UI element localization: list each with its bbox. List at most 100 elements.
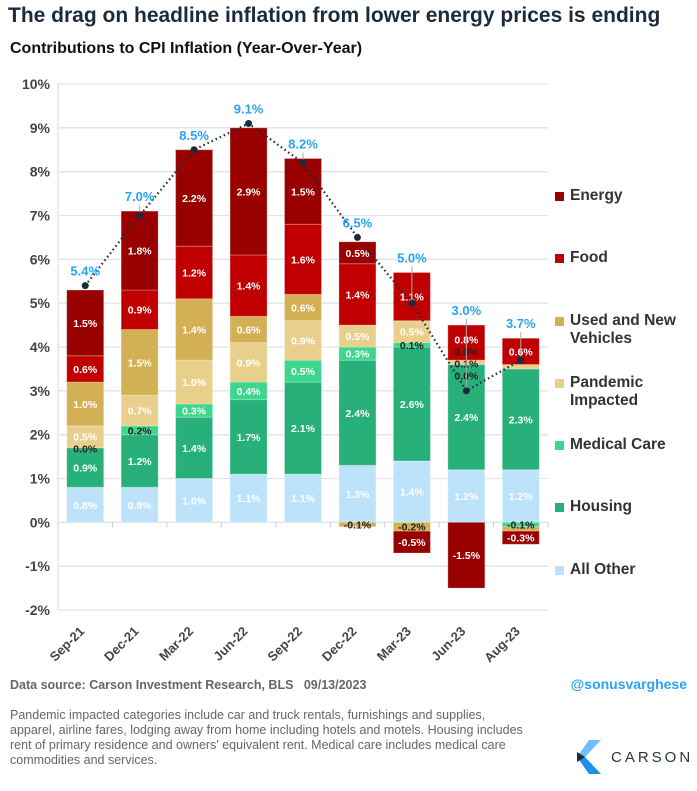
bar-segment-used-and-new-vehicles xyxy=(338,521,377,528)
y-tick-label: 1% xyxy=(30,471,51,487)
x-tick-label: Sep-21 xyxy=(47,624,88,665)
x-tick-label: Dec-21 xyxy=(101,624,142,665)
y-tick-label: 0% xyxy=(30,514,51,530)
bar-data-label: 1.5% xyxy=(291,186,316,198)
bar-data-label: 1.4% xyxy=(182,324,207,336)
legend-swatch xyxy=(555,317,564,326)
bar-segment-energy xyxy=(501,530,540,545)
bar-segment-energy xyxy=(229,127,268,256)
headline-cpi-point xyxy=(353,233,361,241)
legend-swatch xyxy=(555,503,564,512)
bar-data-label: 1.1% xyxy=(291,493,316,505)
y-tick-label: 8% xyxy=(30,164,51,180)
bar-data-label: 0.7% xyxy=(128,406,153,418)
bar-data-label: 1.4% xyxy=(345,289,370,301)
x-tick-label: Jun-22 xyxy=(210,624,250,664)
headline-cpi-point xyxy=(190,146,198,154)
bar-data-label: 2.2% xyxy=(182,193,207,205)
bar-data-label: 1.2% xyxy=(128,456,153,468)
bar-data-label: 0.3% xyxy=(182,406,207,418)
bar-segment-energy xyxy=(338,241,377,265)
bar-segment-food xyxy=(338,263,377,326)
bar-segment-energy xyxy=(66,289,105,357)
legend-swatch xyxy=(555,441,564,450)
footnote: Pandemic impacted categories include car… xyxy=(10,708,523,767)
bar-data-label: -0.2% xyxy=(398,522,426,534)
bar-segment-pandemic-impacted xyxy=(120,394,159,427)
x-tick-label: Dec-22 xyxy=(319,624,360,665)
bar-data-label: 2.6% xyxy=(400,399,425,411)
headline-cpi-label: 7.0% xyxy=(125,189,155,204)
headline-cpi-label: 3.0% xyxy=(452,303,482,318)
bar-data-label: -1.5% xyxy=(453,550,481,562)
bar-data-label: 0.6% xyxy=(237,324,262,336)
legend-label: Pandemic Impacted xyxy=(570,374,644,409)
bar-segment-housing xyxy=(229,399,268,475)
bar-segment-all-other xyxy=(501,469,540,523)
bar-data-label: 1.6% xyxy=(291,254,316,266)
bar-data-label: 1.5% xyxy=(128,357,153,369)
bar-data-label: 0.9% xyxy=(291,335,316,347)
headline-cpi-point xyxy=(408,299,416,307)
bar-data-label: 2.4% xyxy=(345,408,370,420)
bar-segment-used-and-new-vehicles xyxy=(229,315,268,344)
legend-label: Housing xyxy=(570,498,632,515)
legend-item-medical-care: Medical Care xyxy=(555,436,666,454)
headline-cpi-label: 9.1% xyxy=(234,101,264,116)
bar-data-label: -0.1% xyxy=(344,520,372,532)
x-tick-label: Jun-23 xyxy=(428,624,468,664)
bar-segment-all-other xyxy=(338,464,377,523)
y-tick-label: 5% xyxy=(30,295,51,311)
legend-item-used-and-new-vehicles: Used and New Vehicles xyxy=(555,312,676,348)
bar-segment-food xyxy=(66,355,105,383)
bar-data-label: 1.4% xyxy=(400,487,425,499)
bar-data-label: 1.0% xyxy=(73,399,98,411)
bar-segment-all-other xyxy=(392,460,431,523)
bar-data-label: 0.6% xyxy=(73,364,98,376)
bar-data-label: 1.0% xyxy=(182,495,207,507)
legend-swatch xyxy=(555,566,564,575)
legend-item-all-other: All Other xyxy=(555,561,635,579)
x-tick-label: Sep-22 xyxy=(264,624,305,665)
bar-segment-food xyxy=(229,254,268,317)
bar-data-label: 1.0% xyxy=(182,377,207,389)
headline-cpi-point xyxy=(462,387,470,395)
bar-segment-energy xyxy=(120,210,159,291)
headline-cpi-point xyxy=(517,356,525,364)
bar-data-label: 0.9% xyxy=(73,463,98,475)
carson-logo-text: CARSON xyxy=(611,748,694,766)
bar-data-label: 0.9% xyxy=(237,357,262,369)
bar-data-label: 0.5% xyxy=(400,327,425,339)
legend-label: Energy xyxy=(570,187,623,204)
bar-data-label: 0.5% xyxy=(291,366,316,378)
bar-data-label: 1.7% xyxy=(237,432,262,444)
bar-data-label: -0.1% xyxy=(507,520,535,532)
legend-swatch xyxy=(555,254,564,263)
x-tick-label: Mar-23 xyxy=(374,624,414,664)
y-tick-label: 9% xyxy=(30,120,51,136)
carson-logo-icon xyxy=(577,740,601,774)
legend-label: All Other xyxy=(570,561,636,578)
bar-data-label: 0.8% xyxy=(73,500,98,512)
x-tick-label: Aug-23 xyxy=(481,624,523,666)
page-title: The drag on headline inflation from lowe… xyxy=(8,4,661,27)
bar-data-label: 1.5% xyxy=(73,318,98,330)
cpi-contributions-chart: -2% -1% 0% 1% 2% 3% 4% 5% 6% 7% 8% 9% 10% Sep-21 Dec-2… xyxy=(22,76,549,666)
bar-segment-energy xyxy=(392,530,431,554)
x-tick-label: Mar-22 xyxy=(156,624,196,664)
bar-data-label: 1.2% xyxy=(454,491,479,503)
bar-segment-used-and-new-vehicles xyxy=(284,293,322,322)
bar-data-label: 0.6% xyxy=(291,303,316,315)
bar-data-label: 0.2% xyxy=(128,425,153,437)
y-tick-label: 3% xyxy=(30,383,51,399)
author-handle[interactable]: @sonusvarghese xyxy=(570,676,687,692)
bar-data-label: 0.3% xyxy=(345,349,370,361)
headline-cpi-point xyxy=(81,282,89,290)
bar-segment-used-and-new-vehicles xyxy=(175,298,214,361)
bar-data-label: 0.1% xyxy=(400,340,425,352)
bar-segment-all-other xyxy=(229,473,268,523)
bar-data-label: 0.9% xyxy=(128,305,153,317)
headline-cpi-point xyxy=(245,119,253,127)
legend-label: Medical Care xyxy=(570,436,666,453)
bar-data-label: 0.5% xyxy=(73,431,98,443)
